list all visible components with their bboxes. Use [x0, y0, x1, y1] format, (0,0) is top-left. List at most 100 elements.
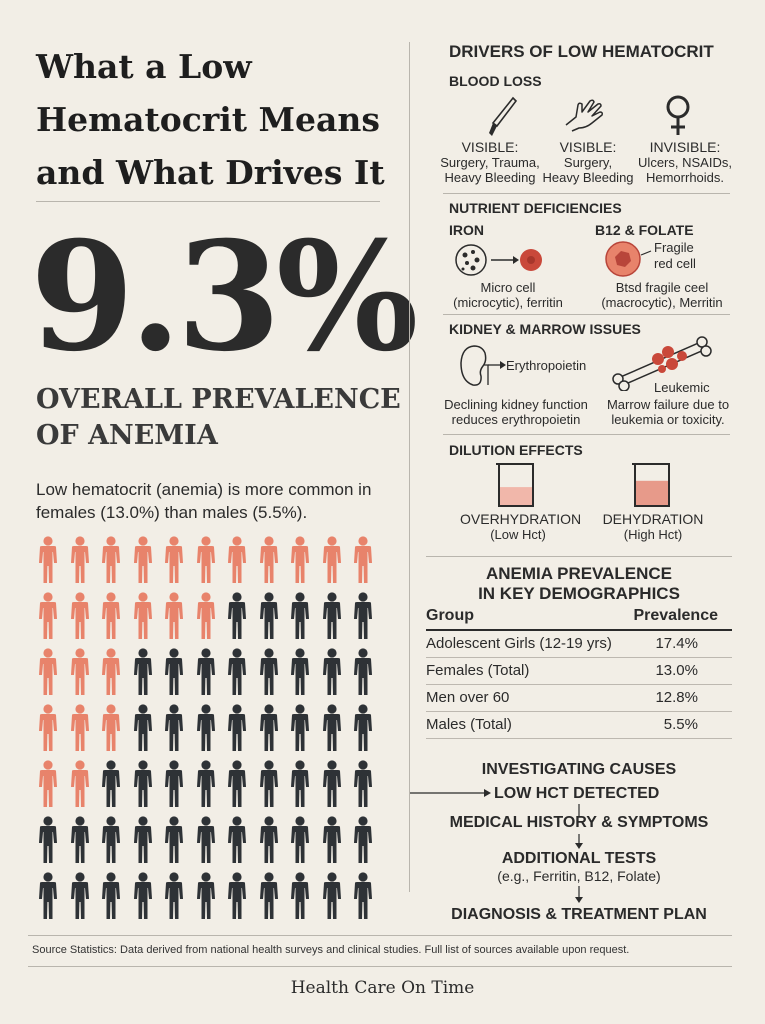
person-icon: [322, 592, 341, 639]
row-value: 17.4%: [626, 630, 732, 658]
microcytic-cell-icon: [455, 244, 542, 276]
iron-desc-1: Micro cell: [480, 280, 536, 295]
demographics-heading: ANEMIA PREVALENCE IN KEY DEMOGRAPHICS: [426, 564, 732, 604]
person-icon-highlighted: [196, 536, 215, 583]
person-icon-highlighted: [291, 536, 309, 583]
person-icon: [165, 816, 183, 863]
person-icon: [228, 648, 246, 695]
person-icon: [291, 592, 309, 639]
person-icon-highlighted: [39, 760, 57, 807]
person-icon-highlighted: [354, 536, 372, 583]
table-row: Men over 60 12.8%: [426, 684, 732, 712]
footer-divider: [28, 935, 732, 936]
person-icon: [259, 648, 278, 695]
person-icon: [291, 704, 309, 751]
brand-name: Health Care On Time: [290, 978, 475, 998]
person-icon: [354, 648, 372, 695]
blood-loss-item-2-desc-1: Surgery,: [563, 155, 613, 170]
person-icon: [291, 760, 309, 807]
person-icon: [259, 816, 278, 863]
footer-divider: [28, 966, 732, 967]
person-icon-highlighted: [70, 592, 89, 639]
flow-step-3: ADDITIONAL TESTS: [501, 850, 657, 867]
bone-marrow-icon: [612, 336, 712, 391]
b12-desc: Btsd fragile ceel (macrocytic), Merritin: [587, 280, 737, 310]
demographics-heading-1: ANEMIA PREVALENCE: [485, 564, 673, 583]
person-icon: [102, 760, 120, 807]
person-icon: [196, 648, 215, 695]
person-icon-highlighted: [70, 704, 89, 751]
person-icon: [165, 704, 183, 751]
person-icon: [70, 816, 89, 863]
person-icon: [259, 872, 278, 919]
person-icon: [196, 816, 215, 863]
headline-caption-line-1: OVERALL PREVALENCE: [36, 384, 401, 415]
title-divider: [36, 201, 380, 202]
blood-loss-item-1-desc-2: Heavy Bleeding: [444, 170, 536, 185]
headline-caption: OVERALL PREVALENCE OF ANEMIA: [36, 382, 401, 454]
overhydration-sub: (Low Hct): [490, 527, 546, 542]
people-icon-grid: [36, 530, 376, 919]
blood-loss-item-2-desc-2: Heavy Bleeding: [542, 170, 634, 185]
nutrient-heading: NUTRIENT DEFICIENCIES: [449, 200, 622, 216]
table-header-row: Group Prevalence: [426, 605, 732, 631]
person-icon: [133, 704, 152, 751]
person-icon: [102, 872, 120, 919]
marrow-desc: Marrow failure due to leukemia or toxici…: [598, 397, 738, 427]
row-group: Males (Total): [426, 711, 626, 739]
flow-tests-note: (e.g., Ferritin, B12, Folate): [497, 868, 661, 884]
fragile-callout-line-1: Fragile: [654, 240, 694, 255]
dehydration-label: DEHYDRATION (High Hct): [600, 512, 706, 543]
sources-note: Source Statistics: Data derived from nat…: [32, 944, 630, 956]
title-line-1: What a Low: [36, 47, 252, 86]
dilution-heading: DILUTION EFFECTS: [449, 442, 583, 458]
section-divider: [443, 193, 730, 194]
person-icon-highlighted: [196, 592, 215, 639]
person-icon: [133, 872, 152, 919]
row-value: 5.5%: [626, 711, 732, 739]
person-icon: [165, 872, 183, 919]
b12-desc-1: Btsd fragile ceel: [615, 280, 709, 295]
person-icon: [165, 648, 183, 695]
b12-desc-2: (macrocytic), Merritin: [601, 295, 723, 310]
person-icon: [322, 816, 341, 863]
section-divider: [443, 314, 730, 315]
iron-desc-2: (microcytic), ferritin: [453, 295, 563, 310]
scalpel-icon: [489, 96, 518, 136]
person-icon: [70, 872, 89, 919]
person-icon-highlighted: [322, 536, 341, 583]
person-icon: [291, 648, 309, 695]
person-icon: [196, 872, 215, 919]
person-icon: [228, 760, 246, 807]
headline-value: 9.3%: [30, 209, 418, 385]
kidney-desc-2: reduces erythropoietin: [451, 412, 581, 427]
table-row: Adolescent Girls (12-19 yrs) 17.4%: [426, 630, 732, 658]
person-icon-highlighted: [39, 648, 57, 695]
person-icon: [354, 704, 372, 751]
person-icon: [196, 704, 215, 751]
person-icon-highlighted: [102, 648, 120, 695]
person-icon: [354, 760, 372, 807]
beaker-overhydration-icon: [496, 463, 534, 507]
person-icon: [228, 872, 246, 919]
person-icon: [354, 816, 372, 863]
person-icon: [291, 872, 309, 919]
overhydration-label: OVERHYDRATION (Low Hct): [460, 512, 581, 543]
blood-loss-item-1-desc-1: Surgery, Trauma,: [440, 155, 540, 170]
headline-caption-line-2: OF ANEMIA: [36, 420, 218, 451]
blood-loss-item-3-desc-2: Hemorrhoids.: [645, 170, 725, 185]
flow-step-2: MEDICAL HISTORY & SYMPTOMS: [449, 814, 709, 831]
person-icon: [322, 760, 341, 807]
person-icon: [354, 872, 372, 919]
title-line-2: Hematocrit Means: [36, 100, 380, 139]
flow-step-1: LOW HCT DETECTED: [494, 785, 660, 802]
row-value: 13.0%: [626, 657, 732, 685]
blood-loss-item-2-type: VISIBLE:: [559, 139, 617, 155]
person-icon-highlighted: [133, 536, 152, 583]
title-line-3: and What Drives It: [36, 153, 385, 192]
person-icon: [228, 704, 246, 751]
person-icon-highlighted: [102, 536, 120, 583]
column-divider: [409, 42, 410, 892]
marrow-desc-1: Marrow failure due to: [606, 397, 730, 412]
person-icon-highlighted: [39, 536, 57, 583]
